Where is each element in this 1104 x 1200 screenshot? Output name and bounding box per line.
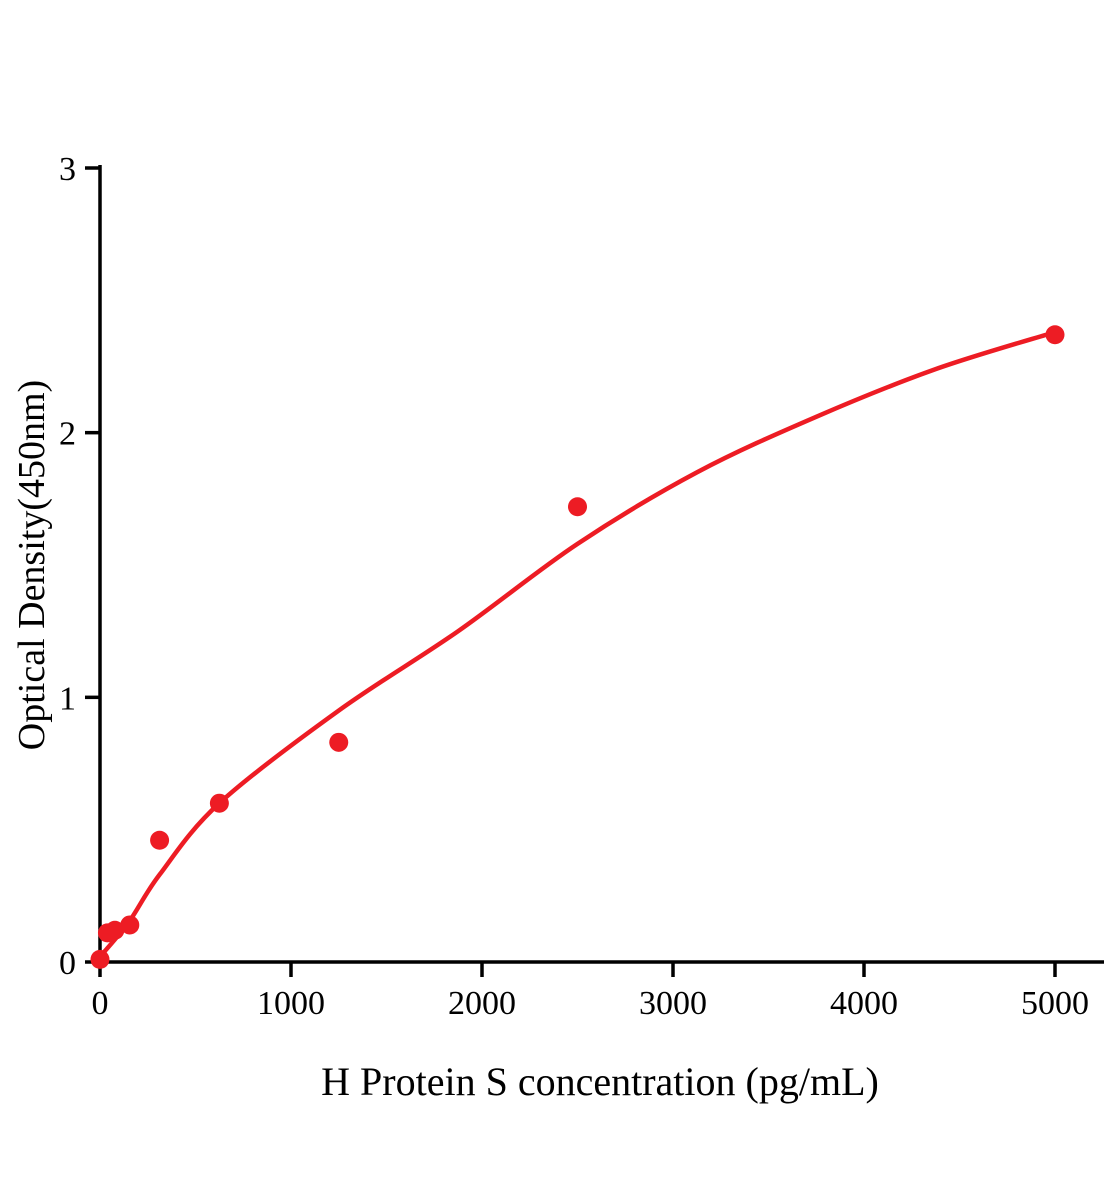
x-tick-label: 0 bbox=[92, 985, 109, 1022]
fit-curve-layer bbox=[97, 329, 1058, 959]
data-points-layer bbox=[90, 325, 1065, 969]
data-point bbox=[568, 497, 587, 517]
fit-curve bbox=[97, 329, 1058, 959]
data-point bbox=[1045, 325, 1065, 345]
x-tick-label: 5000 bbox=[1021, 985, 1089, 1022]
y-tick-label: 3 bbox=[59, 151, 76, 188]
data-point bbox=[105, 920, 125, 940]
x-axis-label: H Protein S concentration (pg/mL) bbox=[321, 1059, 879, 1104]
y-tick-label: 1 bbox=[59, 680, 76, 717]
x-tick-label: 4000 bbox=[830, 985, 898, 1022]
y-axis-label: Optical Density(450nm) bbox=[11, 380, 53, 750]
data-point bbox=[90, 949, 110, 969]
y-tick-label: 0 bbox=[59, 945, 76, 982]
data-point bbox=[209, 793, 229, 813]
data-point bbox=[329, 732, 349, 752]
x-tick-label: 3000 bbox=[639, 985, 707, 1022]
data-point bbox=[120, 915, 140, 935]
axes-layer: 0 1000 2000 3000 4000 5000 0 1 2 3 bbox=[59, 151, 1104, 1022]
data-point bbox=[150, 830, 170, 850]
x-tick-label: 2000 bbox=[448, 985, 516, 1022]
x-tick-label: 1000 bbox=[257, 985, 325, 1022]
y-tick-label: 2 bbox=[59, 416, 76, 453]
